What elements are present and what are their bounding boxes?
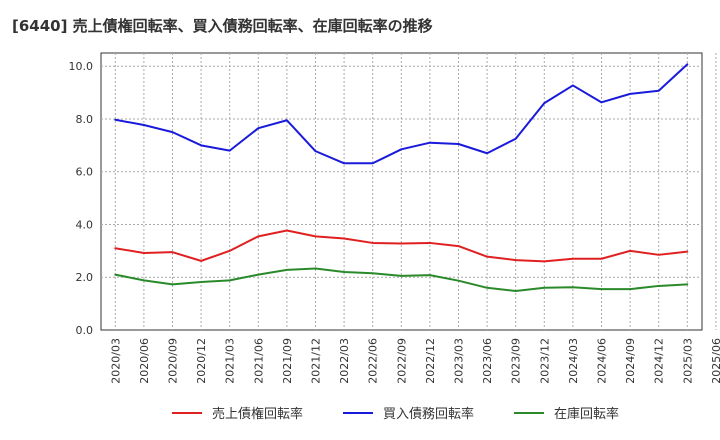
x-tick-label: 2023/06: [481, 338, 494, 384]
x-axis: 2020/03 2020/06 2020/09 2020/12 2021/03 2021/…: [109, 338, 720, 384]
y-tick-label: 0.0: [76, 324, 94, 337]
x-tick-label: 2023/09: [510, 338, 523, 384]
y-tick-label: 6.0: [76, 166, 94, 179]
x-tick-label: 2020/12: [195, 338, 208, 384]
x-tick-label: 2022/12: [424, 338, 437, 384]
x-tick-label: 2021/12: [310, 338, 323, 384]
legend-label-2: 買入債務回転率: [383, 406, 474, 422]
x-tick-label: 2020/06: [138, 338, 151, 384]
legend-label-1: 売上債権回転率: [212, 406, 303, 422]
x-tick-label: 2023/12: [538, 338, 551, 384]
y-tick-label: 2.0: [76, 271, 94, 284]
x-tick-label: 2022/09: [395, 338, 408, 384]
x-tick-label: 2024/12: [653, 338, 666, 384]
x-tick-label: 2021/03: [224, 338, 237, 384]
x-tick-label: 2025/03: [681, 338, 694, 384]
plot-frame: [100, 52, 703, 331]
x-tick-label: 2022/03: [338, 338, 351, 384]
series-group: [114, 63, 689, 292]
legend-label-3: 在庫回転率: [554, 406, 619, 422]
x-tick-label: 2022/06: [367, 338, 380, 384]
legend: 売上債権回転率 買入債務回転率 在庫回転率: [172, 406, 619, 422]
x-tick-label: 2020/09: [167, 338, 180, 384]
x-tick-label: 2023/03: [453, 338, 466, 384]
y-tick-label: 4.0: [76, 218, 94, 231]
x-tick-label: 2024/03: [567, 338, 580, 384]
x-tick-label: 2024/06: [596, 338, 609, 384]
x-tick-label: 2025/06: [710, 338, 720, 384]
y-tick-label: 8.0: [76, 113, 94, 126]
x-tick-label: 2021/09: [281, 338, 294, 384]
x-tick-label: 2024/09: [624, 338, 637, 384]
y-axis: 0.0 2.0 4.0 6.0 8.0 10.0: [69, 60, 94, 337]
x-tick-label: 2020/03: [109, 338, 122, 384]
gridlines: [101, 53, 717, 330]
y-tick-label: 10.0: [69, 60, 94, 73]
chart-title: [6440] 売上債権回転率、買入債務回転率、在庫回転率の推移: [12, 17, 433, 35]
series-line-3: [114, 267, 689, 292]
plot-area: [100, 52, 703, 331]
series-line-2: [114, 63, 689, 165]
x-tick-label: 2021/06: [252, 338, 265, 384]
series-line-1: [114, 229, 689, 263]
